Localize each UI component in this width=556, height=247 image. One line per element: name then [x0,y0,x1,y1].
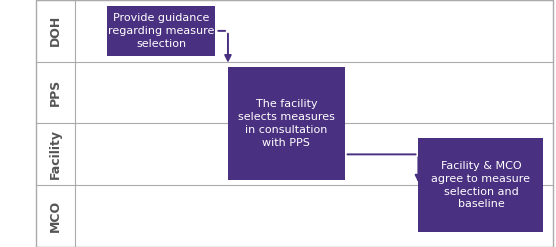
Text: The facility
selects measures
in consultation
with PPS: The facility selects measures in consult… [238,99,335,148]
Text: Facility: Facility [49,129,62,179]
Text: Provide guidance
regarding measure
selection: Provide guidance regarding measure selec… [108,13,215,49]
Text: PPS: PPS [49,79,62,106]
Bar [418,138,543,232]
Text: DOH: DOH [49,15,62,46]
Bar [228,67,345,180]
Bar [107,6,216,56]
Text: MCO: MCO [49,200,62,232]
Text: Facility & MCO
agree to measure
selection and
baseline: Facility & MCO agree to measure selectio… [431,161,530,209]
